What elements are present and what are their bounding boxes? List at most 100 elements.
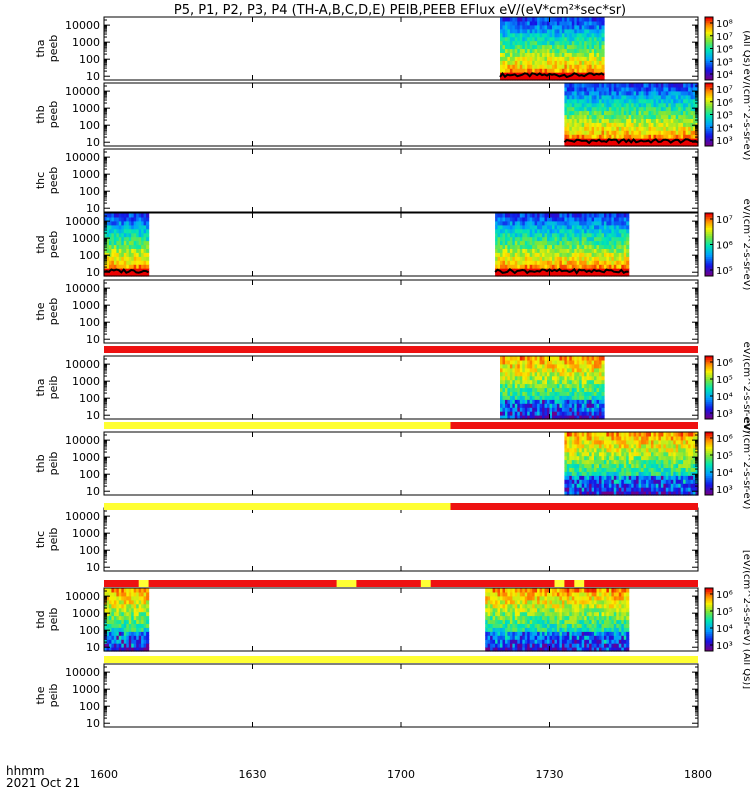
spectrogram-cell (529, 244, 533, 249)
spectrogram-cell (591, 403, 595, 408)
spectrogram-cell (502, 213, 506, 218)
spectrogram-cell (146, 213, 150, 218)
colorbar-cell (705, 463, 713, 467)
spectrogram-cell (589, 232, 593, 238)
spectrogram-cell (534, 60, 538, 65)
spectrogram-cell (500, 236, 504, 242)
spectrogram-cell (601, 248, 605, 253)
spectrogram-cell (633, 471, 637, 476)
spectrogram-cell (138, 224, 142, 230)
spectrogram-cell (601, 471, 605, 476)
spectrogram-cell (648, 122, 652, 127)
spectrogram-cell (123, 260, 127, 265)
spectrogram-cell (584, 363, 588, 369)
spectrogram-cell (596, 387, 600, 392)
spectrogram-cell (648, 439, 652, 445)
spectrogram-cell (599, 244, 603, 249)
spectrogram-cell (611, 90, 615, 96)
spectrogram-cell (561, 359, 565, 365)
spectrogram-cell (584, 487, 588, 492)
spectrogram-cell (524, 252, 528, 257)
spectrogram-cell (532, 224, 536, 230)
spectrogram-cell (527, 375, 531, 381)
spectrogram-cell (106, 228, 110, 234)
spectrogram-cell (606, 216, 610, 222)
spectrogram-cell (626, 118, 630, 123)
colorbar-cell (705, 56, 713, 60)
spectrogram-cell (670, 122, 674, 127)
spectrogram-cell (658, 122, 662, 127)
spectrogram-cell (569, 399, 573, 404)
spectrogram-cell (675, 98, 679, 104)
spectrogram-cell (136, 252, 140, 257)
spectrogram-cell (584, 134, 588, 139)
spectrogram-cell (673, 90, 677, 96)
spectrogram-cell (673, 479, 677, 484)
spectrogram-cell (665, 479, 669, 484)
spectrogram-cell (653, 439, 657, 445)
spectrogram-cell (608, 244, 612, 249)
spectrogram-cell (581, 415, 585, 420)
spectrogram-cell (683, 467, 687, 472)
spectrogram-cell (631, 102, 635, 108)
spectrogram-cell (497, 232, 501, 238)
spectrogram-cell (571, 491, 575, 496)
spectrogram-cell (584, 371, 588, 377)
spectrogram-cell (636, 106, 640, 112)
spectrogram-cell (544, 403, 548, 408)
spectrogram-cell (564, 126, 568, 131)
spectrogram-cell (556, 20, 560, 26)
spectrogram-cell (606, 272, 610, 277)
spectrogram-cell (579, 17, 583, 22)
spectrogram-cell (571, 443, 575, 449)
spectrogram-cell (643, 487, 647, 492)
spectrogram-cell (646, 435, 650, 441)
spectrogram-cell (571, 391, 575, 396)
colorbar-tick-label: 10⁵ (716, 57, 733, 68)
spectrogram-cell (500, 232, 504, 238)
spectrogram-cell (668, 94, 672, 100)
spectrogram-cell (512, 56, 516, 61)
spectrogram-cell (569, 363, 573, 369)
colorbar-cell (705, 213, 713, 216)
spectrogram-cell (505, 411, 509, 416)
spectrogram-cell (594, 68, 598, 73)
spectrogram-cell (576, 98, 580, 104)
spectrogram-cell (618, 439, 622, 445)
spectrogram-cell (552, 407, 556, 412)
spectrogram-cell (626, 272, 630, 277)
spectrogram-cell (608, 491, 612, 496)
spectrogram-cell (668, 142, 672, 147)
spectrogram-cell (586, 256, 590, 261)
spectrogram-cell (678, 435, 682, 441)
spectrogram-cell (544, 224, 548, 230)
spectrogram-cell (685, 443, 689, 449)
spectrogram-cell (584, 432, 588, 437)
spectrogram-cell (549, 407, 553, 412)
spectrogram-cell (648, 459, 652, 465)
spectrogram-cell (668, 106, 672, 112)
spectrogram-cell (618, 244, 622, 249)
spectrogram-cell (690, 483, 694, 488)
spectrogram-cell (537, 44, 541, 50)
spectrogram-cell (653, 102, 657, 108)
spectrogram-cell (591, 455, 595, 461)
spectrogram-cell (618, 443, 622, 449)
spectrogram-cell (594, 236, 598, 242)
spectrogram-cell (618, 118, 622, 123)
spectrogram-cell (500, 68, 504, 73)
spectrogram-cell (500, 411, 504, 416)
spectrogram-cell (542, 356, 546, 361)
spectrogram-cell (549, 20, 553, 26)
spectrogram-cell (527, 383, 531, 389)
spectrogram-cell (608, 487, 612, 492)
spectrogram-cell (542, 28, 546, 34)
spectrogram-cell (678, 443, 682, 449)
spectrogram-cell (512, 252, 516, 257)
spectrogram-cell (604, 439, 608, 445)
spectrogram-cell (113, 240, 117, 246)
spectrogram-cell (589, 98, 593, 104)
spectrogram-cell (514, 244, 518, 249)
spectrogram-cell (594, 403, 598, 408)
spectrogram-cell (668, 483, 672, 488)
